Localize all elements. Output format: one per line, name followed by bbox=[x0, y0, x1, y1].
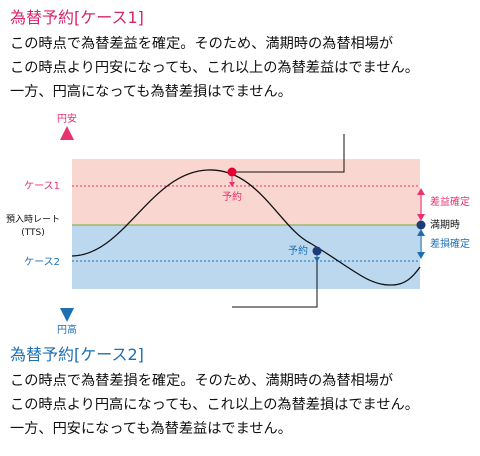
case2-description: この時点で為替差損を確定。そのため、満期時の為替相場が この時点より円高になって… bbox=[10, 369, 419, 441]
case2-line-2: この時点より円高になっても、これ以上の為替差損はでません。 bbox=[10, 397, 419, 413]
case2-line-3: 一方、円安になっても為替差益はでません。 bbox=[10, 421, 292, 437]
case1-line-1: この時点で為替差益を確定。そのため、満期時の為替相場が bbox=[10, 36, 394, 52]
axis-arrow-down bbox=[60, 308, 74, 322]
axis-top-label: 円安 bbox=[57, 112, 77, 125]
loss-band bbox=[72, 225, 420, 289]
case1-title: 為替予約[ケース1] bbox=[10, 8, 144, 27]
axis-arrow-up bbox=[60, 126, 74, 140]
case1-booking-label: 予約 bbox=[222, 190, 242, 203]
case2-booking-label: 予約 bbox=[288, 244, 308, 257]
loss-fixed-label: 差損確定 bbox=[430, 237, 470, 250]
case2-booking-point bbox=[312, 246, 322, 256]
case2-down-arrow bbox=[314, 257, 320, 262]
axis-bottom-label: 円高 bbox=[57, 323, 77, 336]
case2-label: ケース2 bbox=[24, 256, 60, 268]
exchange-rate-curve bbox=[71, 169, 421, 286]
case1-callout-line bbox=[232, 134, 345, 173]
maturity-point bbox=[416, 220, 426, 230]
maturity-label: 満期時 bbox=[430, 219, 460, 231]
case1-booking-point bbox=[227, 167, 237, 177]
case2-line-1: この時点で為替差損を確定。そのため、満期時の為替相場が bbox=[10, 373, 394, 389]
case1-line-3: 一方、円高になっても為替差損はでません。 bbox=[10, 84, 292, 100]
case2-title: 為替予約[ケース2] bbox=[10, 345, 144, 364]
gain-arrow-up bbox=[417, 188, 425, 195]
case2-callout-line bbox=[232, 251, 318, 308]
case1-description: この時点で為替差益を確定。そのため、満期時の為替相場が この時点より円安になって… bbox=[10, 32, 419, 104]
case1-down-arrow bbox=[229, 182, 235, 187]
loss-arrow-up bbox=[417, 229, 425, 236]
case1-label: ケース1 bbox=[24, 180, 60, 192]
gain-arrow-down bbox=[417, 214, 425, 221]
gain-fixed-label: 差益確定 bbox=[430, 195, 470, 208]
gain-band bbox=[72, 159, 420, 225]
case1-line-2: この時点より円安になっても、これ以上の為替差益はでません。 bbox=[10, 60, 419, 76]
baseline-label-line2: (TTS) bbox=[21, 228, 45, 238]
baseline-label-line1: 預入時レート bbox=[6, 214, 60, 225]
loss-arrow-down bbox=[417, 252, 425, 259]
